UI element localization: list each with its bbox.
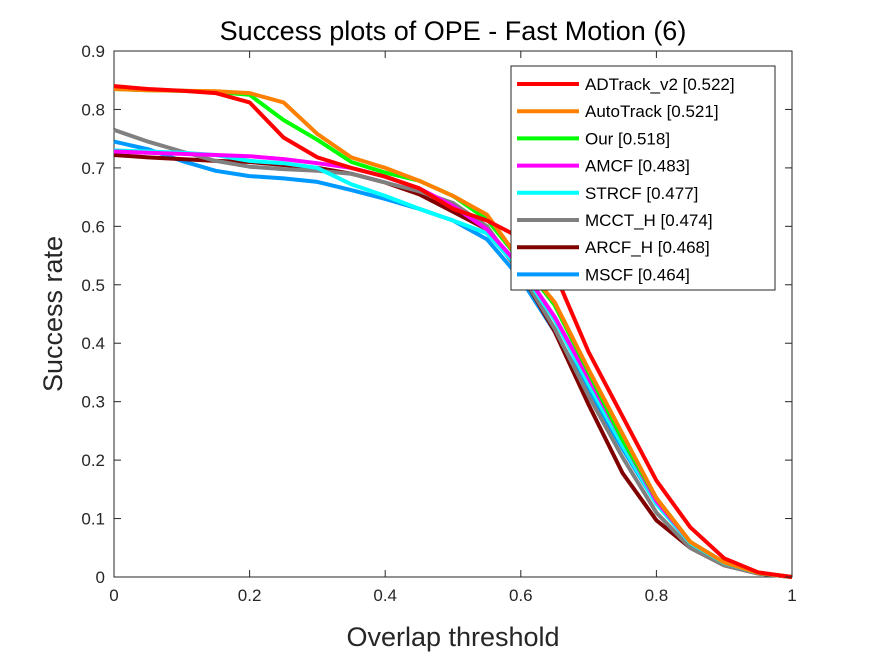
x-tick-label: 0.2	[238, 586, 262, 605]
legend-entry: MCCT_H [0.474]	[585, 211, 713, 230]
legend-entry: STRCF [0.477]	[585, 184, 698, 203]
x-axis-label: Overlap threshold	[346, 622, 559, 652]
series-line-5	[113, 128, 793, 579]
legend-box	[510, 65, 776, 291]
series-layer	[113, 84, 793, 579]
x-tick-label: 0.8	[645, 586, 669, 605]
y-tick-label: 0.4	[81, 334, 105, 353]
y-tick-label: 0.6	[81, 217, 105, 236]
x-tick-label: 0.4	[373, 586, 397, 605]
y-tick-label: 0.9	[81, 42, 105, 61]
x-tick-label: 0.6	[509, 586, 533, 605]
legend-entry: Our [0.518]	[585, 129, 670, 148]
y-tick-label: 0.7	[81, 159, 105, 178]
y-tick-label: 0.5	[81, 276, 105, 295]
y-tick-label: 0.1	[81, 510, 105, 529]
legend-entry: ARCF_H [0.468]	[585, 238, 710, 257]
y-tick-label: 0.8	[81, 100, 105, 119]
y-tick-label: 0.2	[81, 451, 105, 470]
ticks-layer: 0 0.2 0.4 0.6 0.8 1 0 0.1 0.2 0.3 0.4 0.5 0.6 0.7 0.8 0…	[81, 42, 796, 605]
chart-title: Success plots of OPE - Fast Motion (6)	[220, 16, 687, 46]
legend: ADTrack_v2 [0.522] AutoTrack [0.521] Our […	[510, 65, 776, 291]
y-tick-label: 0.3	[81, 393, 105, 412]
y-axis-label: Success rate	[38, 236, 68, 392]
series-line-1	[113, 87, 793, 579]
legend-entry: AMCF [0.483]	[585, 157, 690, 176]
x-tick-label: 0	[109, 586, 118, 605]
legend-entry: MSCF [0.464]	[585, 265, 690, 284]
legend-entry: ADTrack_v2 [0.522]	[585, 75, 735, 94]
legend-entry: AutoTrack [0.521]	[585, 102, 719, 121]
y-tick-label: 0	[96, 568, 105, 587]
x-tick-label: 1	[787, 586, 796, 605]
series-line-0	[113, 84, 793, 579]
